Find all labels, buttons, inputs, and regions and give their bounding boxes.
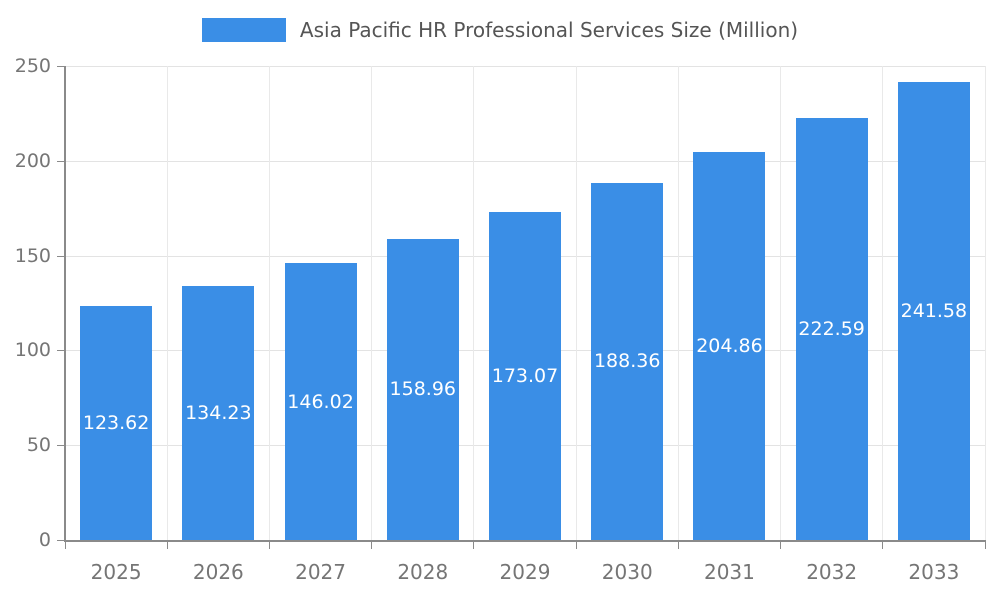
bar-value-label: 204.86	[696, 334, 763, 357]
x-tick-label: 2031	[703, 560, 755, 584]
bar-value-label: 123.62	[82, 411, 150, 434]
gridline	[780, 66, 782, 540]
bar: 241.58	[897, 81, 970, 540]
bar-value-label: 173.07	[491, 364, 559, 387]
x-tick-mark	[371, 542, 373, 549]
x-tick-label: 2025	[90, 560, 142, 584]
y-tick-label: 250	[14, 55, 51, 77]
plot-area: 123.62 134.23 146.02 158.96 173.07 188.36 204.…	[15, 55, 986, 584]
y-axis-line	[64, 66, 66, 540]
y-tick-label: 100	[14, 339, 51, 362]
y-tick-mark	[57, 255, 64, 257]
gridline	[65, 160, 985, 162]
bar: 134.23	[182, 285, 255, 540]
x-tick-mark	[166, 542, 168, 549]
x-tick-label: 2027	[295, 560, 346, 584]
bar-value-label: 146.02	[287, 390, 354, 413]
y-tick-label: 0	[38, 529, 51, 551]
bar: 146.02	[284, 263, 357, 540]
y-tick-mark	[57, 540, 64, 541]
gridline	[984, 66, 986, 540]
legend-swatch	[201, 18, 286, 42]
bar: 173.07	[489, 211, 561, 540]
bar-value-label: 134.23	[185, 401, 252, 424]
y-tick-mark	[57, 350, 64, 352]
gridline	[882, 66, 884, 540]
y-tick-mark	[57, 66, 64, 67]
x-axis-line	[64, 540, 986, 542]
x-tick-mark	[882, 542, 884, 549]
bar: 204.86	[693, 151, 766, 540]
legend-label: Asia Pacific HR Professional Services Si…	[299, 18, 799, 42]
gridline	[371, 66, 373, 540]
legend[interactable]: Asia Pacific HR Professional Services Si…	[0, 18, 1000, 42]
bar-value-label: 241.58	[900, 299, 968, 322]
y-tick-label: 150	[14, 244, 51, 267]
x-tick-label: 2033	[908, 560, 960, 584]
gridline	[166, 66, 168, 540]
gridline	[677, 66, 679, 540]
y-tick-label: 200	[14, 149, 51, 172]
bar-value-label: 158.96	[389, 378, 456, 401]
x-tick-label: 2026	[192, 560, 244, 584]
y-tick-mark	[57, 160, 64, 162]
x-tick-label: 2029	[499, 560, 551, 584]
bar: 222.59	[795, 117, 868, 540]
x-tick-label: 2028	[397, 560, 449, 584]
bar: 188.36	[591, 182, 664, 540]
x-tick-mark	[268, 542, 270, 549]
x-tick-mark	[575, 542, 577, 549]
x-tick-label: 2030	[601, 560, 653, 584]
x-tick-mark	[984, 542, 986, 549]
bar: 158.96	[386, 238, 459, 540]
bar-value-label: 188.36	[593, 350, 661, 373]
gridline	[473, 66, 475, 540]
x-tick-mark	[780, 542, 782, 549]
x-tick-mark	[64, 542, 66, 549]
gridline	[575, 66, 577, 540]
bar-value-label: 222.59	[798, 317, 865, 340]
y-tick-mark	[57, 445, 64, 447]
gridline	[65, 66, 985, 67]
y-tick-label: 50	[26, 434, 51, 457]
bar: 123.62	[80, 305, 153, 540]
x-tick-mark	[473, 542, 475, 549]
x-tick-label: 2032	[806, 560, 858, 584]
x-tick-mark	[677, 542, 679, 549]
gridline	[268, 66, 270, 540]
